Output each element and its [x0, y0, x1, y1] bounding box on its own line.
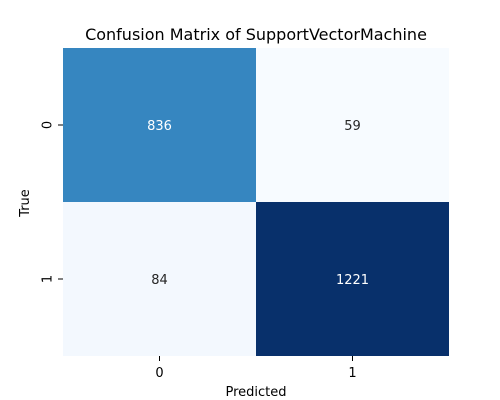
x-axis-label: Predicted [225, 385, 286, 400]
heatmap-cells: 836 59 84 1221 [63, 48, 449, 356]
y-axis: 01 [41, 121, 63, 283]
cell-value-label: 836 [147, 119, 172, 134]
y-tick-label: 1 [41, 275, 56, 283]
cell-value-label: 84 [151, 273, 168, 288]
heatmap-cell-1-0 [63, 202, 256, 356]
heatmap-cell-0-0 [63, 48, 256, 202]
chart-title: Confusion Matrix of SupportVectorMachine [85, 25, 427, 44]
x-tick-label: 0 [155, 366, 163, 381]
heatmap-cell-0-1 [256, 48, 449, 202]
x-tick-label: 1 [348, 366, 356, 381]
y-tick-label: 0 [41, 121, 56, 129]
heatmap-cell-1-1 [256, 202, 449, 356]
cell-value-label: 59 [344, 119, 361, 134]
y-axis-label: True [18, 189, 33, 218]
cell-value-label: 1221 [336, 273, 369, 288]
